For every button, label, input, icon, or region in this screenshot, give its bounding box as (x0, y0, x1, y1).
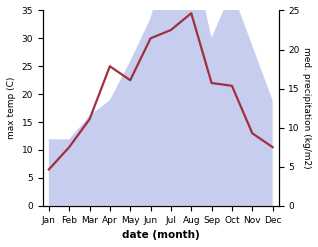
Y-axis label: med. precipitation (kg/m2): med. precipitation (kg/m2) (302, 47, 311, 169)
X-axis label: date (month): date (month) (122, 230, 200, 240)
Y-axis label: max temp (C): max temp (C) (7, 77, 16, 139)
